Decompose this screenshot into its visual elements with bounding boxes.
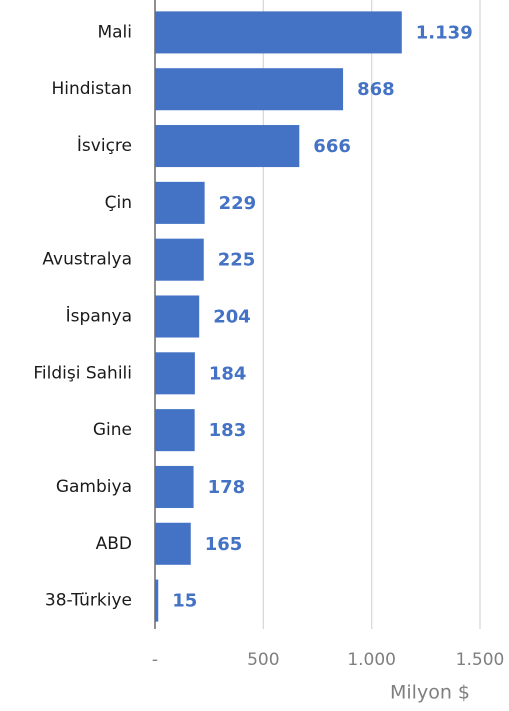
bar	[155, 579, 159, 622]
value-label: 204	[213, 307, 251, 328]
bar	[155, 409, 195, 452]
y-tick-label: İspanya	[66, 306, 132, 327]
bar	[155, 295, 200, 338]
y-tick-label: Gine	[93, 420, 132, 440]
value-label: 178	[208, 477, 246, 498]
value-label: 225	[218, 250, 256, 271]
x-tick-label: 1.000	[347, 650, 396, 670]
x-axis-title: Milyon $	[390, 682, 470, 704]
bar	[155, 125, 300, 168]
value-label: 183	[209, 420, 247, 441]
x-tick-label: -	[152, 650, 158, 670]
bar	[155, 238, 204, 281]
value-label: 15	[172, 591, 197, 612]
bar	[155, 11, 402, 54]
bar	[155, 522, 191, 565]
x-tick-label: 1.500	[456, 650, 505, 670]
y-tick-label: İsviçre	[77, 135, 132, 156]
y-tick-label: Çin	[105, 193, 132, 213]
y-tick-label: ABD	[96, 534, 132, 554]
y-tick-label: Hindistan	[51, 79, 132, 99]
bar	[155, 352, 195, 395]
y-tick-label: Gambiya	[56, 477, 132, 497]
value-label: 1.139	[416, 22, 473, 43]
y-tick-label: 38-Türkiye	[45, 591, 132, 611]
x-tick-label: 500	[247, 650, 279, 670]
bar	[155, 465, 194, 508]
value-label: 184	[209, 363, 247, 384]
value-label: 229	[219, 193, 257, 214]
value-label: 868	[357, 79, 395, 100]
y-tick-label: Avustralya	[42, 250, 132, 270]
bar	[155, 181, 205, 224]
value-label: 666	[313, 136, 351, 157]
y-tick-label: Fildişi Sahili	[33, 363, 132, 383]
value-label: 165	[205, 534, 243, 555]
y-tick-label: Mali	[97, 22, 132, 42]
bar	[155, 68, 344, 111]
